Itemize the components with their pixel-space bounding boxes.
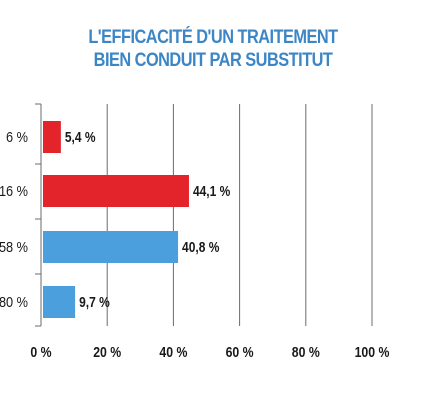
bar-4 (43, 286, 76, 318)
x-tick-label: 80 % (292, 344, 320, 360)
chart-title-line-1: L'EFFICACITÉ D'UN TRAITEMENT (88, 27, 338, 48)
bar-1 (43, 121, 61, 153)
value-label: 5,4 % (65, 129, 96, 146)
category-label: 16 % (0, 182, 28, 199)
value-label: 44,1 % (193, 183, 230, 200)
category-label: 58 % (0, 238, 28, 255)
x-tick-label: 100 % (355, 344, 390, 360)
bar-3 (43, 231, 179, 263)
x-tick-label: 60 % (226, 344, 254, 360)
category-label: 6 % (6, 128, 28, 145)
x-tick-label: 20 % (93, 344, 121, 360)
chart-title-line-2: BIEN CONDUIT PAR SUBSTITUT (93, 50, 333, 71)
value-label: 40,8 % (182, 239, 219, 256)
bar-2 (43, 175, 189, 207)
x-tick-label: 0 % (30, 344, 51, 360)
category-label: 80 % (0, 293, 28, 310)
value-label: 9,7 % (79, 294, 110, 311)
x-tick-label: 40 % (159, 344, 187, 360)
